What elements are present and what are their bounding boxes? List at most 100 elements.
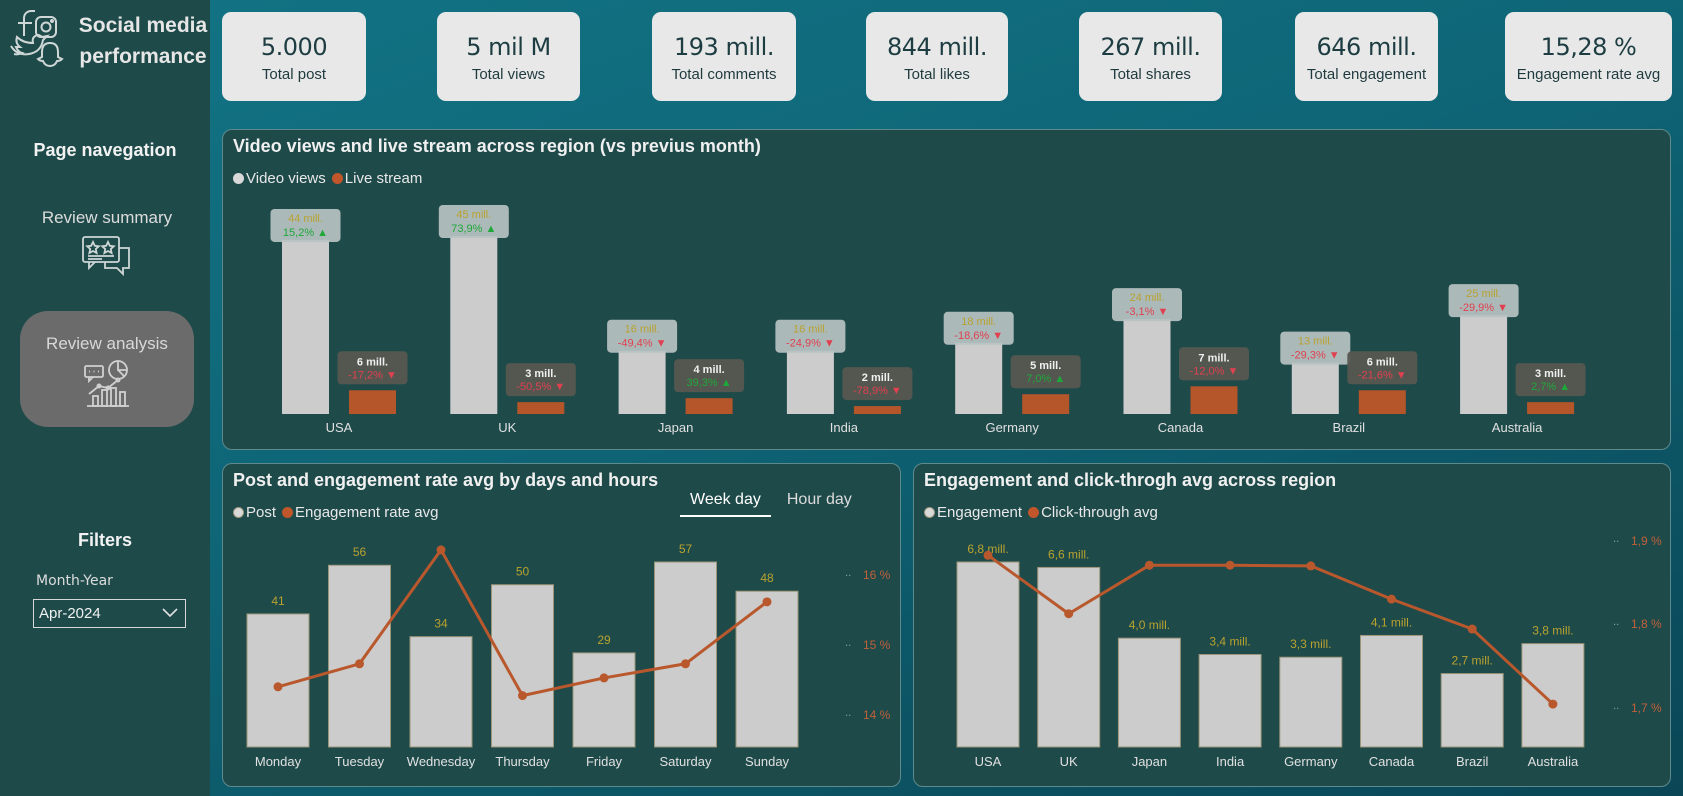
kpi-label: Total post <box>261 66 327 83</box>
data-label-value: 6 mill. <box>1367 356 1398 368</box>
data-label: 41 <box>271 594 285 608</box>
x-axis-label: UK <box>1060 754 1078 769</box>
bar-engagement <box>956 561 1020 748</box>
x-axis-label: Japan <box>1132 754 1167 769</box>
callout-live-stream <box>505 363 576 397</box>
data-label-change: -78,9% ▼ <box>853 385 902 397</box>
bar-post <box>735 590 799 748</box>
post-engagement-chart: 41 Monday 56 Tuesday 34 Wednesday 50 Thursday 29… <box>246 542 891 769</box>
legend-item-video-views[interactable]: Video views <box>233 170 326 187</box>
legend-item-engagement[interactable]: Engagement <box>924 504 1022 521</box>
data-label-change: 73,9% ▲ <box>451 223 496 235</box>
legend-label: Click-through avg <box>1041 504 1158 521</box>
callout-live-stream <box>1347 351 1418 385</box>
x-axis-label: Germany <box>1284 754 1338 769</box>
callout-video-views <box>943 311 1014 345</box>
callout-video-views <box>607 319 678 353</box>
callout-live-stream <box>1179 347 1249 381</box>
kpi-label: Total shares <box>1110 66 1191 83</box>
panel-title: Post and engagement rate avg by days and… <box>233 470 659 490</box>
axis-tick-dots: ·· <box>1613 620 1619 631</box>
legend-item-engagement-rate[interactable]: Engagement rate avg <box>282 504 438 521</box>
month-year-value: Apr-2024 <box>39 605 101 622</box>
data-label: 57 <box>679 542 693 556</box>
bar-video-views <box>955 342 1003 414</box>
bar-engagement <box>1360 634 1423 748</box>
data-label-change: -29,9% ▼ <box>1459 302 1508 314</box>
bar-live-stream <box>685 398 733 414</box>
month-year-dropdown[interactable]: Apr-2024 <box>33 599 186 628</box>
line-point <box>1387 594 1396 604</box>
data-label: 2,7 mill. <box>1452 654 1493 668</box>
tab-hour-day[interactable]: Hour day <box>786 491 852 508</box>
x-axis-label: Tuesday <box>335 754 385 769</box>
x-axis-label: USA <box>326 420 353 435</box>
data-label-value: 16 mill. <box>793 324 828 336</box>
legend-label: Post <box>246 504 277 521</box>
social-media-icons <box>10 10 64 68</box>
kpi-total-comments: 193 mill. Total comments <box>652 12 796 101</box>
kpi-engagement-rate-avg: 15,28 % Engagement rate avg <box>1505 12 1672 101</box>
nav-review-analysis[interactable]: Review analysis <box>20 311 194 427</box>
x-axis-label: Canada <box>1369 754 1415 769</box>
data-label-value: 44 mill. <box>288 213 323 225</box>
bar-engagement <box>1037 566 1101 748</box>
line-point <box>1467 624 1477 634</box>
bar-post <box>654 561 717 748</box>
x-axis-label: Germany <box>985 420 1039 435</box>
callout-video-views <box>1112 288 1182 322</box>
data-label: 4,0 mill. <box>1129 618 1170 632</box>
legend-dot <box>1028 507 1040 518</box>
bar-live-stream <box>1527 402 1575 414</box>
x-axis-label: Australia <box>1528 754 1579 769</box>
chart-legend: Video views Live stream <box>233 170 428 187</box>
legend-item-click-through[interactable]: Click-through avg <box>1028 504 1158 521</box>
legend-dot <box>233 507 244 518</box>
data-label-value: 16 mill. <box>625 324 660 336</box>
x-axis-label: Japan <box>658 420 693 435</box>
data-label-change: -17,2% ▼ <box>348 369 397 381</box>
kpi-total-post: 5.000 Total post <box>222 12 366 101</box>
bar-post <box>491 584 554 748</box>
legend-item-live-stream[interactable]: Live stream <box>331 170 423 187</box>
data-label-change: -29,3% ▼ <box>1291 350 1340 362</box>
data-label-change: 2,7% ▲ <box>1531 381 1570 393</box>
callout-live-stream <box>1515 363 1586 397</box>
data-label-value: 13 mill. <box>1298 336 1333 348</box>
legend-dot <box>282 507 294 518</box>
x-axis-label: India <box>1216 754 1245 769</box>
bar-engagement <box>1279 656 1343 748</box>
review-stars-chat-icon <box>82 236 130 277</box>
kpi-label: Total views <box>471 66 546 83</box>
kpi-total-shares: 267 mill. Total shares <box>1079 12 1222 101</box>
tab-week-day[interactable]: Week day <box>680 488 771 517</box>
data-label: 6,6 mill. <box>1048 547 1089 561</box>
data-label-value: 25 mill. <box>1466 288 1501 300</box>
callout-video-views <box>1448 284 1519 318</box>
line-point <box>518 691 527 701</box>
app-title-line2: performance <box>79 45 207 68</box>
axis-tick-dots: ·· <box>1613 537 1619 548</box>
data-label-change: -12,0% ▼ <box>1190 365 1239 377</box>
data-label-change: -21,6% ▼ <box>1358 369 1407 381</box>
data-label: 6,8 mill. <box>967 542 1008 556</box>
x-axis-label: Canada <box>1158 420 1204 435</box>
x-axis-label: Sunday <box>745 754 790 769</box>
line-point <box>273 682 283 692</box>
legend-item-post[interactable]: Post <box>233 504 276 521</box>
data-label-value: 4 mill. <box>694 364 725 376</box>
bar-post <box>328 564 391 748</box>
analytics-chart-icon <box>84 360 129 407</box>
kpi-label: Total comments <box>671 66 777 83</box>
bar-engagement <box>1440 673 1504 748</box>
nav-item-label: Review analysis <box>46 334 168 353</box>
bar-engagement <box>1521 643 1585 748</box>
axis-tick-dots: ·· <box>845 571 851 582</box>
legend-label: Live stream <box>344 170 423 187</box>
twitter-icon <box>10 34 51 56</box>
bar-video-views <box>450 236 498 414</box>
nav-review-summary[interactable]: Review summary <box>20 208 194 288</box>
snapchat-icon <box>36 41 64 68</box>
callout-live-stream <box>842 367 913 401</box>
